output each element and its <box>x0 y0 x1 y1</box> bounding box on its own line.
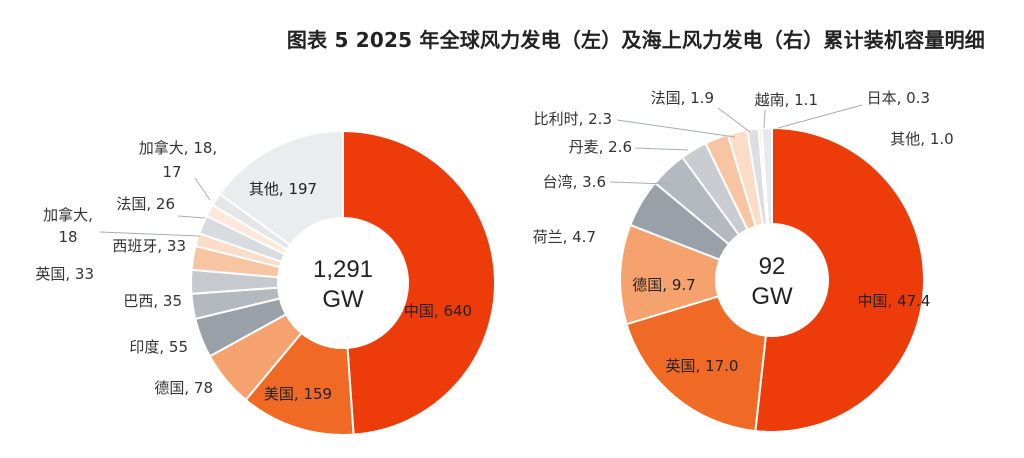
global-wind-label-germany: 德国, 78 <box>154 379 213 397</box>
global-wind-leader-canada <box>99 231 201 237</box>
offshore-wind-label-japan: 日本, 0.3 <box>867 89 930 107</box>
offshore-wind-leader-japan <box>777 104 863 129</box>
offshore-wind-leader-taiwan <box>609 181 671 185</box>
chart-title: 图表 5 2025 年全球风力发电（左）及海上风力发电（右）累计装机容量明细 <box>286 28 985 52</box>
offshore-wind-label-vietnam: 越南, 1.1 <box>755 91 818 109</box>
offshore-wind-label-uk: 英国, 17.0 <box>666 357 739 375</box>
offshore-wind-center-label-1: GW <box>751 283 793 310</box>
offshore-wind-center-label-0: 92 <box>759 253 786 280</box>
offshore-wind-label-taiwan: 台湾, 3.6 <box>543 173 606 191</box>
offshore-wind-label-china: 中国, 47.4 <box>858 292 931 310</box>
offshore-wind-label-germany: 德国, 9.7 <box>632 276 695 294</box>
offshore-wind-donut: 92 GW 中国, 47.4 英国, 17.0 德国, 9.7 荷兰, 4.7 台湾, 3.… <box>533 89 954 433</box>
global-wind-label-canada2: 加拿大, 18, <box>139 139 217 157</box>
global-wind-center-label-0: 1,291 <box>313 256 373 283</box>
global-wind-label-uk: 英国, 33 <box>35 265 94 283</box>
offshore-wind-label-others: 其他, 1.0 <box>890 130 953 148</box>
global-wind-label-usa: 美国, 159 <box>264 385 332 403</box>
global-wind-center-label-1: GW <box>322 286 364 313</box>
global-wind-leader-france <box>177 215 206 219</box>
global-wind-label-france: 法国, 26 <box>116 195 175 213</box>
global-wind-leader-other17 <box>194 177 211 201</box>
global-wind-label-others: 其他, 197 <box>249 180 317 198</box>
global-wind-label-india: 印度, 55 <box>129 338 188 356</box>
global-wind-hole <box>278 218 408 348</box>
offshore-wind-leader-belgium <box>616 119 736 138</box>
global-wind-label-canada-1: 18 <box>58 228 77 246</box>
offshore-wind-leader-vietnam <box>763 109 766 129</box>
offshore-wind-label-france: 法国, 1.9 <box>651 89 714 107</box>
global-wind-label-china: 中国, 640 <box>404 302 472 320</box>
global-wind-slice-others <box>218 129 344 247</box>
global-wind-label-canada-0: 加拿大, <box>43 206 93 224</box>
global-wind-label-other17: 17 <box>162 163 181 181</box>
offshore-wind-label-belgium: 比利时, 2.3 <box>534 110 612 128</box>
offshore-wind-hole <box>716 224 828 336</box>
global-wind-donut: 1,291 GW 中国, 640 美国, 159 德国, 78 印度, 55 巴西, 35 英… <box>35 129 496 436</box>
offshore-wind-leader-denmark <box>634 147 689 151</box>
global-wind-label-brazil: 巴西, 35 <box>123 292 182 310</box>
offshore-wind-label-denmark: 丹麦, 2.6 <box>569 138 632 156</box>
offshore-wind-leader-france <box>717 107 751 133</box>
offshore-wind-label-netherlands: 荷兰, 4.7 <box>533 228 596 246</box>
global-wind-label-spain: 西班牙, 33 <box>112 237 186 255</box>
